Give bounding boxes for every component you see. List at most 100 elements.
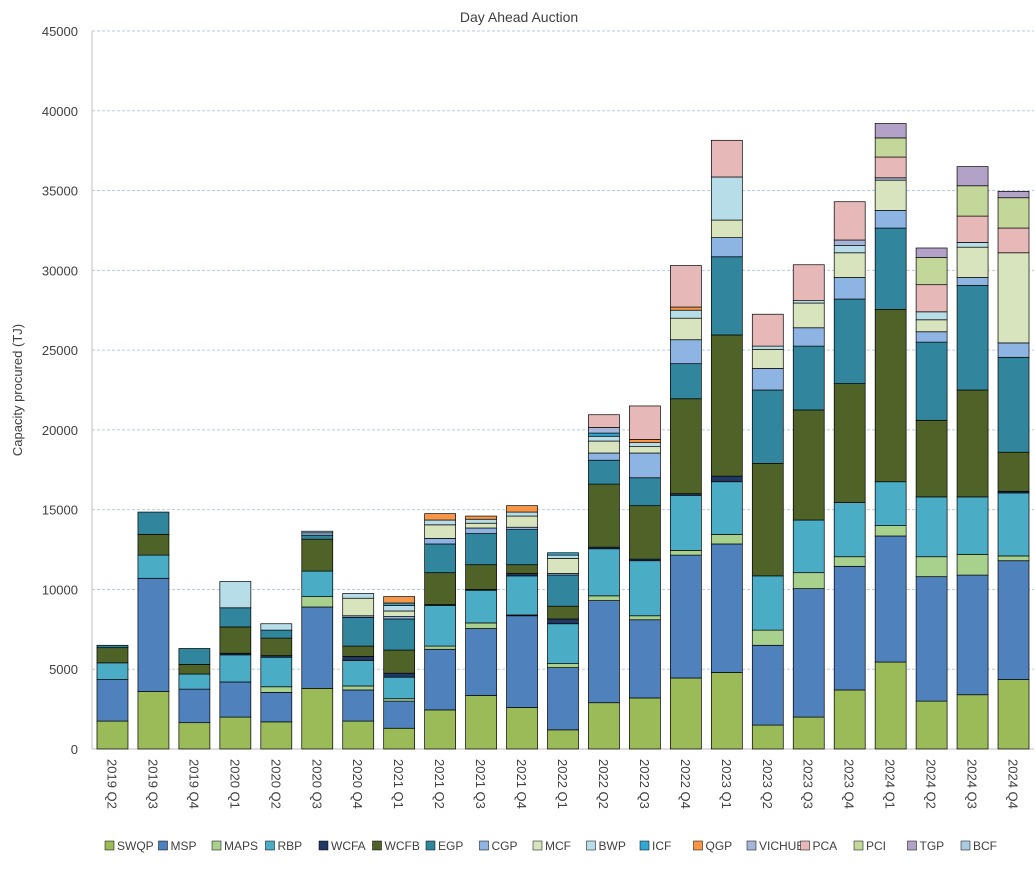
bar-segment-rbp [342,660,375,687]
bar-stack [465,515,497,750]
bar-segment-rbp [915,496,948,558]
bar-segment-rbp [751,575,784,631]
bar-segment-tgp [915,247,948,258]
bar-segment-wcfb [751,463,784,577]
bar-segment-cgp [629,452,661,479]
bar-segment-msp [137,577,170,692]
bar-segment-maps [342,685,375,691]
bar-segment-bwp [710,176,743,221]
bar-segment-rbp [874,481,907,526]
x-tick-label: 2020 Q4 [350,759,365,809]
bar-segment-egp [137,511,170,535]
bar-segment-bwp [342,593,375,599]
bar-segment-msp [383,700,416,729]
bar-segment-swqp [670,677,702,750]
legend-swatch [425,840,436,851]
legend-label: TGP [920,839,945,853]
bar-segment-rbp [956,496,989,555]
x-tick-label: 2022 Q3 [637,759,652,809]
bar-segment-wcfb [629,505,661,560]
legend-item: RBP [265,839,302,853]
bar-segment-msp [915,576,948,702]
bar-segment-pca [874,156,907,179]
bar-segment-pca [792,264,825,301]
x-tick-label: 2023 Q2 [760,759,775,809]
bar-segment-msp [260,692,293,723]
bar-segment-swqp [465,695,497,750]
bar-segment-egp [301,534,334,540]
bar-segment-egp [219,607,252,628]
y-tick-label: 35000 [42,184,78,199]
bar-segment-mcf [506,515,538,528]
bar-segment-bwp [792,300,825,304]
bar-segment-wcfa [383,672,416,678]
bar-stack [874,123,907,750]
legend-label: MCF [545,839,571,853]
x-tick-label: 2020 Q2 [268,759,283,809]
x-axis-ticks: 2019 Q2 2019 Q3 2019 Q4 2020 Q1 2020 Q2 2020 … [104,759,1020,809]
legend-swatch [907,840,917,851]
legend-item: BWP [586,839,626,853]
bar-segment-wcfb [96,647,129,664]
y-tick-label: 25000 [42,343,78,358]
legend-swatch [746,840,757,851]
legend-swatch [211,840,222,851]
bar-segment-icf [547,552,579,556]
legend-item: MSP [158,839,197,853]
legend-item: CGP [479,839,518,853]
x-tick-label: 2019 Q4 [186,759,201,809]
bar-segment-cgp [833,277,866,300]
chart-title: Day Ahead Auction [460,9,578,25]
bar-segment-pca [710,139,743,178]
bar-segment-swqp [301,688,334,750]
bar-segment-egp [833,298,866,384]
x-tick-label: 2022 Q1 [555,759,570,809]
bar-segment-swqp [137,691,170,750]
bar-segment-egp [342,617,375,647]
legend-label: MSP [171,839,197,853]
bar-segment-rbp [629,560,661,617]
bar-segment-egp [178,648,211,665]
legend-label: WCFB [385,839,420,853]
bar-segment-cgp [301,532,334,536]
bar-segment-cgp [506,526,538,530]
bar-segment-mcf [915,319,948,333]
legend-swatch [104,840,115,851]
bar-segment-icf [383,602,416,606]
bar-segment-egp [997,356,1030,453]
bar-segment-egp [670,363,702,400]
bar-segment-swqp [997,679,1030,750]
legend-swatch [800,840,810,851]
bar-segment-msp [956,574,989,696]
bar-segment-bwp [424,519,456,526]
bar-segment-msp [301,606,334,689]
legend-label: CGP [492,839,518,853]
bar-segment-wcfb [915,419,948,498]
x-tick-label: 2023 Q4 [842,759,857,809]
bar-segment-rbp [997,492,1030,557]
bar-segment-wcfb [874,309,907,483]
bar-segment-mcf [751,348,784,369]
bar-segment-maps [547,663,579,668]
bar-segment-rbp [137,554,170,579]
bar-segment-egp [506,529,538,566]
bar-segment-wcfb [178,664,211,675]
bar-segment-rbp [833,502,866,558]
bar-segment-wcfb [997,451,1030,492]
bar-segment-qgp [383,596,416,604]
x-tick-label: 2024 Q3 [965,759,980,809]
bar-segment-msp [670,554,702,679]
bar-stack [260,623,293,750]
x-tick-label: 2024 Q1 [883,759,898,809]
bar-segment-msp [751,644,784,726]
legend-item: TGP [907,839,945,853]
x-tick-label: 2024 Q4 [1006,759,1021,809]
bar-segment-bwp [915,311,948,321]
legend-label: EGP [438,839,463,853]
legend-item: ICF [639,839,671,853]
bar-stack [710,139,743,750]
bar-segment-swqp [547,729,579,750]
bar-segment-cgp [997,342,1030,358]
bar-segment-pci [874,137,907,158]
bar-segment-qgp [670,306,702,311]
